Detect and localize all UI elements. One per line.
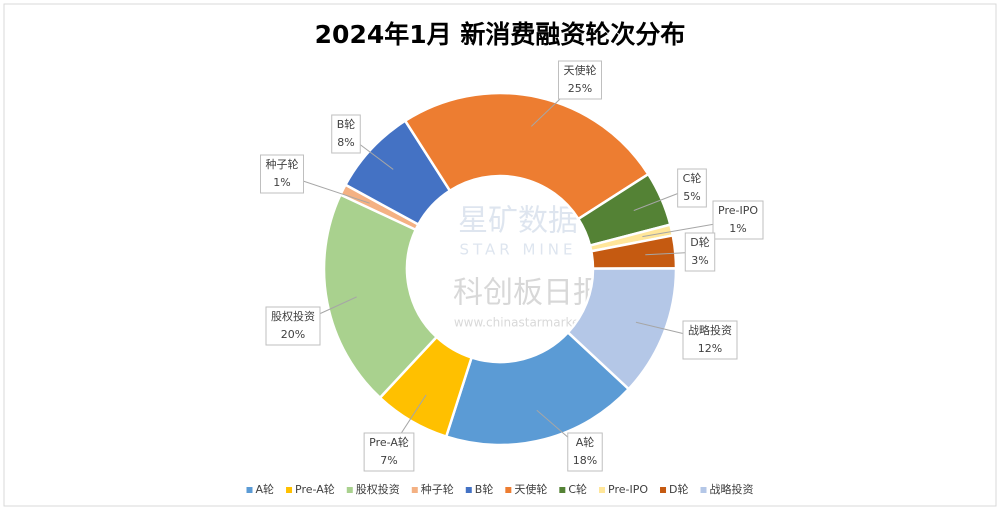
label-value: 5% bbox=[683, 190, 700, 203]
data-label: A轮 18% bbox=[567, 432, 603, 472]
label-value: 8% bbox=[337, 136, 354, 149]
data-label: Pre-A轮 7% bbox=[363, 432, 415, 472]
legend-swatch bbox=[411, 487, 418, 493]
legend-swatch bbox=[559, 487, 566, 493]
slice bbox=[322, 192, 439, 400]
legend-label: 股权投资 bbox=[356, 482, 400, 496]
legend-swatch bbox=[286, 487, 293, 493]
label-box bbox=[331, 114, 361, 154]
slice bbox=[403, 91, 650, 221]
label-box bbox=[682, 320, 738, 360]
legend-label: Pre-A轮 bbox=[295, 482, 335, 496]
data-label: 战略投资 12% bbox=[682, 320, 738, 360]
label-value: 25% bbox=[568, 82, 592, 95]
label-box bbox=[712, 200, 764, 240]
legend-label: 天使轮 bbox=[514, 482, 547, 496]
label-value: 7% bbox=[380, 454, 397, 467]
label-category: B轮 bbox=[337, 117, 356, 131]
label-value: 3% bbox=[691, 254, 708, 267]
watermark-brand-en: STAR MINE bbox=[459, 241, 576, 259]
data-label: Pre-IPO 1% bbox=[712, 200, 764, 240]
label-value: 1% bbox=[273, 176, 290, 189]
label-category: D轮 bbox=[690, 235, 709, 249]
chart-title: 2024年1月 新消费融资轮次分布 bbox=[315, 20, 686, 49]
label-box bbox=[260, 154, 304, 194]
slice bbox=[566, 267, 678, 391]
label-box bbox=[567, 432, 603, 472]
label-category: Pre-IPO bbox=[718, 204, 758, 217]
legend: A轮 Pre-A轮 股权投资 种子轮 B轮 天使轮 C轮 Pre-IPO D轮 战略投资 bbox=[246, 482, 754, 496]
watermark: 星矿数据 STAR MINE 科创板日报 www.chinastarmarket… bbox=[453, 204, 603, 330]
data-label: 股权投资 20% bbox=[265, 306, 321, 346]
label-category: 天使轮 bbox=[564, 63, 597, 77]
label-box bbox=[558, 60, 602, 100]
legend-label: 种子轮 bbox=[421, 482, 454, 496]
legend-label: B轮 bbox=[475, 482, 494, 496]
label-value: 20% bbox=[281, 328, 305, 341]
label-box bbox=[265, 306, 321, 346]
label-box bbox=[684, 232, 716, 272]
legend-swatch bbox=[346, 487, 353, 493]
data-label: D轮 3% bbox=[684, 232, 716, 272]
legend-label: D轮 bbox=[669, 482, 688, 496]
label-category: C轮 bbox=[683, 171, 702, 185]
label-box bbox=[363, 432, 415, 472]
legend-label: C轮 bbox=[568, 482, 587, 496]
legend-label: 战略投资 bbox=[710, 482, 754, 496]
legend-swatch bbox=[599, 487, 606, 493]
legend-label: Pre-IPO bbox=[608, 483, 648, 496]
data-label: 天使轮 25% bbox=[558, 60, 602, 100]
watermark-url: www.chinastarmarket.cn bbox=[454, 316, 602, 330]
data-label: B轮 8% bbox=[331, 114, 361, 154]
watermark-source: 科创板日报 bbox=[453, 276, 603, 311]
label-box bbox=[677, 168, 707, 208]
legend-swatch bbox=[505, 487, 512, 493]
legend-swatch bbox=[700, 487, 707, 493]
label-category: Pre-A轮 bbox=[369, 435, 409, 449]
label-value: 18% bbox=[573, 454, 597, 467]
label-value: 1% bbox=[729, 222, 746, 235]
slice bbox=[444, 330, 631, 447]
legend-swatch bbox=[246, 487, 253, 493]
label-category: A轮 bbox=[576, 435, 595, 449]
legend-label: A轮 bbox=[256, 482, 275, 496]
watermark-brand: 星矿数据 bbox=[458, 204, 578, 239]
data-label: 种子轮 1% bbox=[260, 154, 304, 194]
label-value: 12% bbox=[698, 342, 722, 355]
legend-swatch bbox=[465, 487, 472, 493]
label-category: 种子轮 bbox=[266, 157, 299, 171]
label-category: 股权投资 bbox=[271, 309, 315, 323]
label-category: 战略投资 bbox=[688, 323, 732, 337]
legend-swatch bbox=[660, 487, 667, 493]
data-label: C轮 5% bbox=[677, 168, 707, 208]
